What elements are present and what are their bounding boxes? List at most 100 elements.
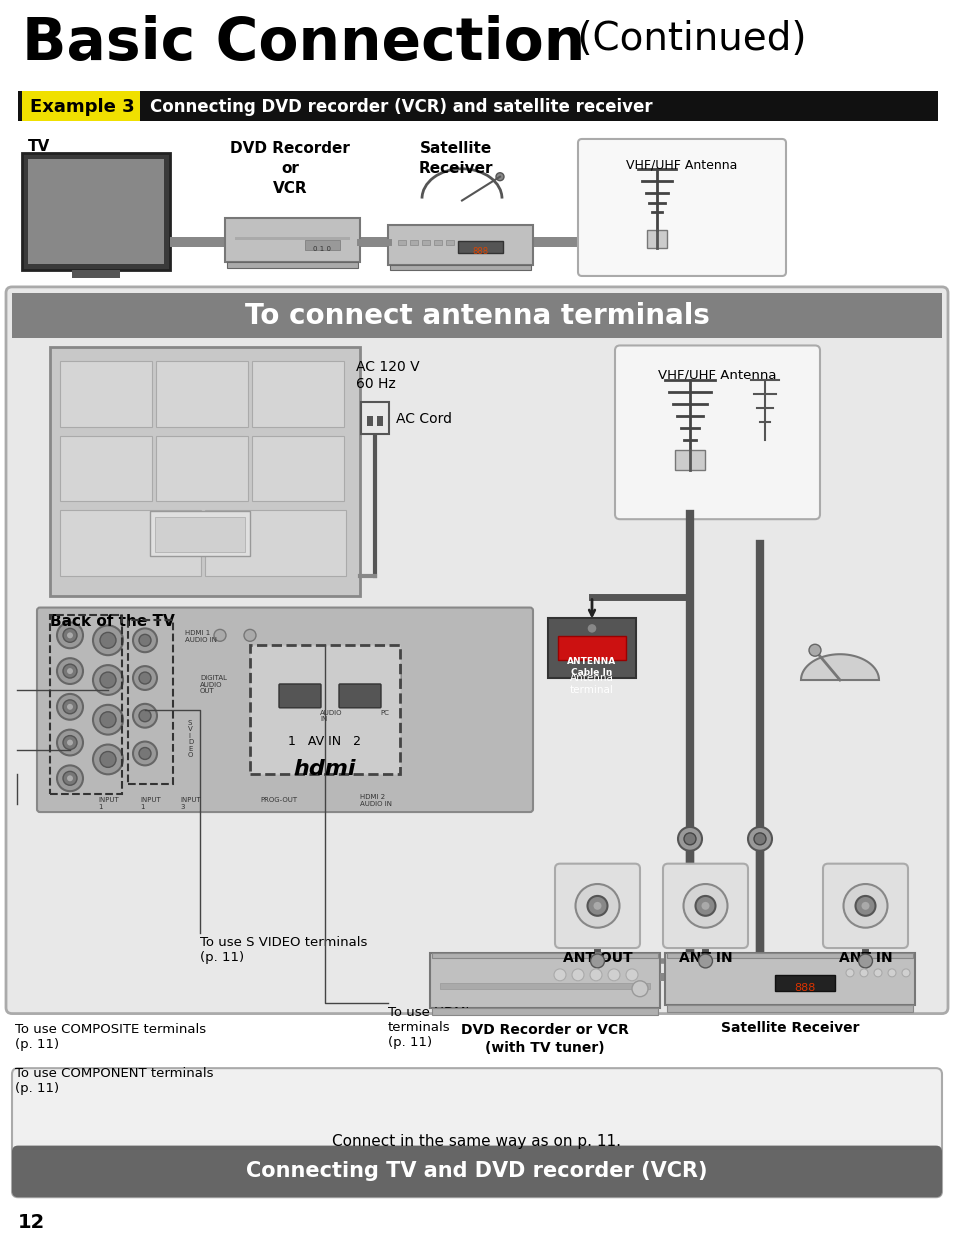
- Bar: [432, 1008, 658, 1015]
- Text: Example 3: Example 3: [30, 99, 134, 116]
- Text: Connecting TV and DVD recorder (VCR): Connecting TV and DVD recorder (VCR): [246, 1161, 707, 1182]
- Text: To connect antenna terminals: To connect antenna terminals: [244, 303, 709, 330]
- Text: 888: 888: [794, 983, 815, 993]
- Bar: [432, 953, 658, 958]
- Text: AC Cord: AC Cord: [395, 412, 452, 426]
- Bar: [457, 241, 502, 253]
- Circle shape: [213, 630, 226, 641]
- Circle shape: [67, 668, 73, 674]
- Text: 888: 888: [472, 247, 488, 256]
- Bar: [675, 450, 704, 469]
- Circle shape: [100, 672, 116, 688]
- Text: AUDIO
IN: AUDIO IN: [319, 710, 342, 722]
- Text: HDMI 1
AUDIO IN: HDMI 1 AUDIO IN: [185, 630, 216, 643]
- Text: DVD Recorder or VCR
(with TV tuner): DVD Recorder or VCR (with TV tuner): [460, 1024, 628, 1055]
- Bar: [305, 241, 339, 251]
- Text: ANT OUT: ANT OUT: [562, 951, 632, 965]
- Bar: [156, 362, 248, 427]
- Circle shape: [682, 884, 727, 927]
- Bar: [646, 230, 666, 248]
- Text: To use COMPOSITE terminals
(p. 11): To use COMPOSITE terminals (p. 11): [15, 1023, 206, 1051]
- Text: (Continued): (Continued): [564, 20, 805, 58]
- FancyBboxPatch shape: [358, 664, 400, 685]
- Bar: [376, 416, 382, 426]
- Polygon shape: [801, 655, 878, 680]
- Bar: [252, 436, 344, 501]
- Bar: [434, 241, 441, 246]
- Text: Basic Connection: Basic Connection: [22, 15, 584, 72]
- Bar: [234, 237, 350, 241]
- Circle shape: [859, 969, 867, 977]
- Circle shape: [575, 884, 618, 927]
- Circle shape: [67, 704, 73, 710]
- Circle shape: [842, 884, 886, 927]
- Circle shape: [845, 969, 853, 977]
- Circle shape: [63, 736, 77, 750]
- Bar: [360, 403, 389, 433]
- Bar: [154, 517, 245, 552]
- Circle shape: [139, 710, 151, 721]
- Circle shape: [132, 629, 157, 652]
- FancyBboxPatch shape: [615, 346, 820, 519]
- Bar: [367, 416, 373, 426]
- Bar: [50, 615, 122, 794]
- Bar: [71, 270, 120, 278]
- FancyBboxPatch shape: [37, 608, 533, 813]
- Bar: [664, 953, 914, 1004]
- Circle shape: [57, 658, 83, 684]
- Bar: [22, 153, 170, 270]
- Bar: [60, 510, 201, 576]
- Text: VHF/UHF Antenna: VHF/UHF Antenna: [626, 159, 737, 172]
- Bar: [666, 1004, 912, 1011]
- Bar: [397, 241, 406, 246]
- Circle shape: [63, 772, 77, 785]
- Text: INPUT
1: INPUT 1: [98, 797, 118, 810]
- Circle shape: [678, 827, 701, 851]
- Text: Antenna
terminal: Antenna terminal: [570, 673, 614, 695]
- Circle shape: [607, 969, 619, 981]
- Bar: [390, 266, 531, 270]
- Circle shape: [92, 625, 123, 656]
- Circle shape: [590, 953, 604, 968]
- Circle shape: [695, 895, 715, 916]
- Circle shape: [67, 632, 73, 638]
- Bar: [388, 225, 533, 266]
- Circle shape: [496, 173, 503, 180]
- Circle shape: [57, 766, 83, 792]
- Text: ANT IN: ANT IN: [678, 951, 732, 965]
- Bar: [12, 293, 941, 337]
- Circle shape: [132, 704, 157, 727]
- FancyBboxPatch shape: [555, 863, 639, 948]
- Bar: [60, 436, 152, 501]
- Text: ANT IN: ANT IN: [838, 951, 891, 965]
- Text: To use HDMI
terminals
(p. 11): To use HDMI terminals (p. 11): [388, 1005, 469, 1049]
- Circle shape: [92, 745, 123, 774]
- Circle shape: [92, 705, 123, 735]
- Text: Back of the TV: Back of the TV: [50, 614, 174, 629]
- Bar: [547, 619, 636, 678]
- Bar: [430, 953, 659, 1008]
- Circle shape: [244, 630, 255, 641]
- FancyBboxPatch shape: [278, 684, 320, 708]
- Circle shape: [67, 740, 73, 746]
- Circle shape: [63, 664, 77, 678]
- Circle shape: [57, 622, 83, 648]
- Circle shape: [139, 635, 151, 646]
- Text: PC: PC: [379, 710, 389, 716]
- Bar: [170, 237, 618, 247]
- FancyBboxPatch shape: [662, 863, 747, 948]
- Text: To use S VIDEO terminals
(p. 11): To use S VIDEO terminals (p. 11): [200, 936, 367, 965]
- Text: Satellite
Receiver: Satellite Receiver: [418, 141, 493, 175]
- FancyBboxPatch shape: [578, 140, 785, 275]
- FancyBboxPatch shape: [822, 863, 907, 948]
- Circle shape: [873, 969, 882, 977]
- Bar: [446, 241, 454, 246]
- Circle shape: [698, 953, 712, 968]
- Bar: [558, 636, 625, 661]
- Circle shape: [63, 629, 77, 642]
- Circle shape: [747, 827, 771, 851]
- FancyBboxPatch shape: [12, 1068, 941, 1197]
- Circle shape: [132, 666, 157, 690]
- Text: hdmi: hdmi: [294, 760, 355, 779]
- Bar: [666, 953, 912, 958]
